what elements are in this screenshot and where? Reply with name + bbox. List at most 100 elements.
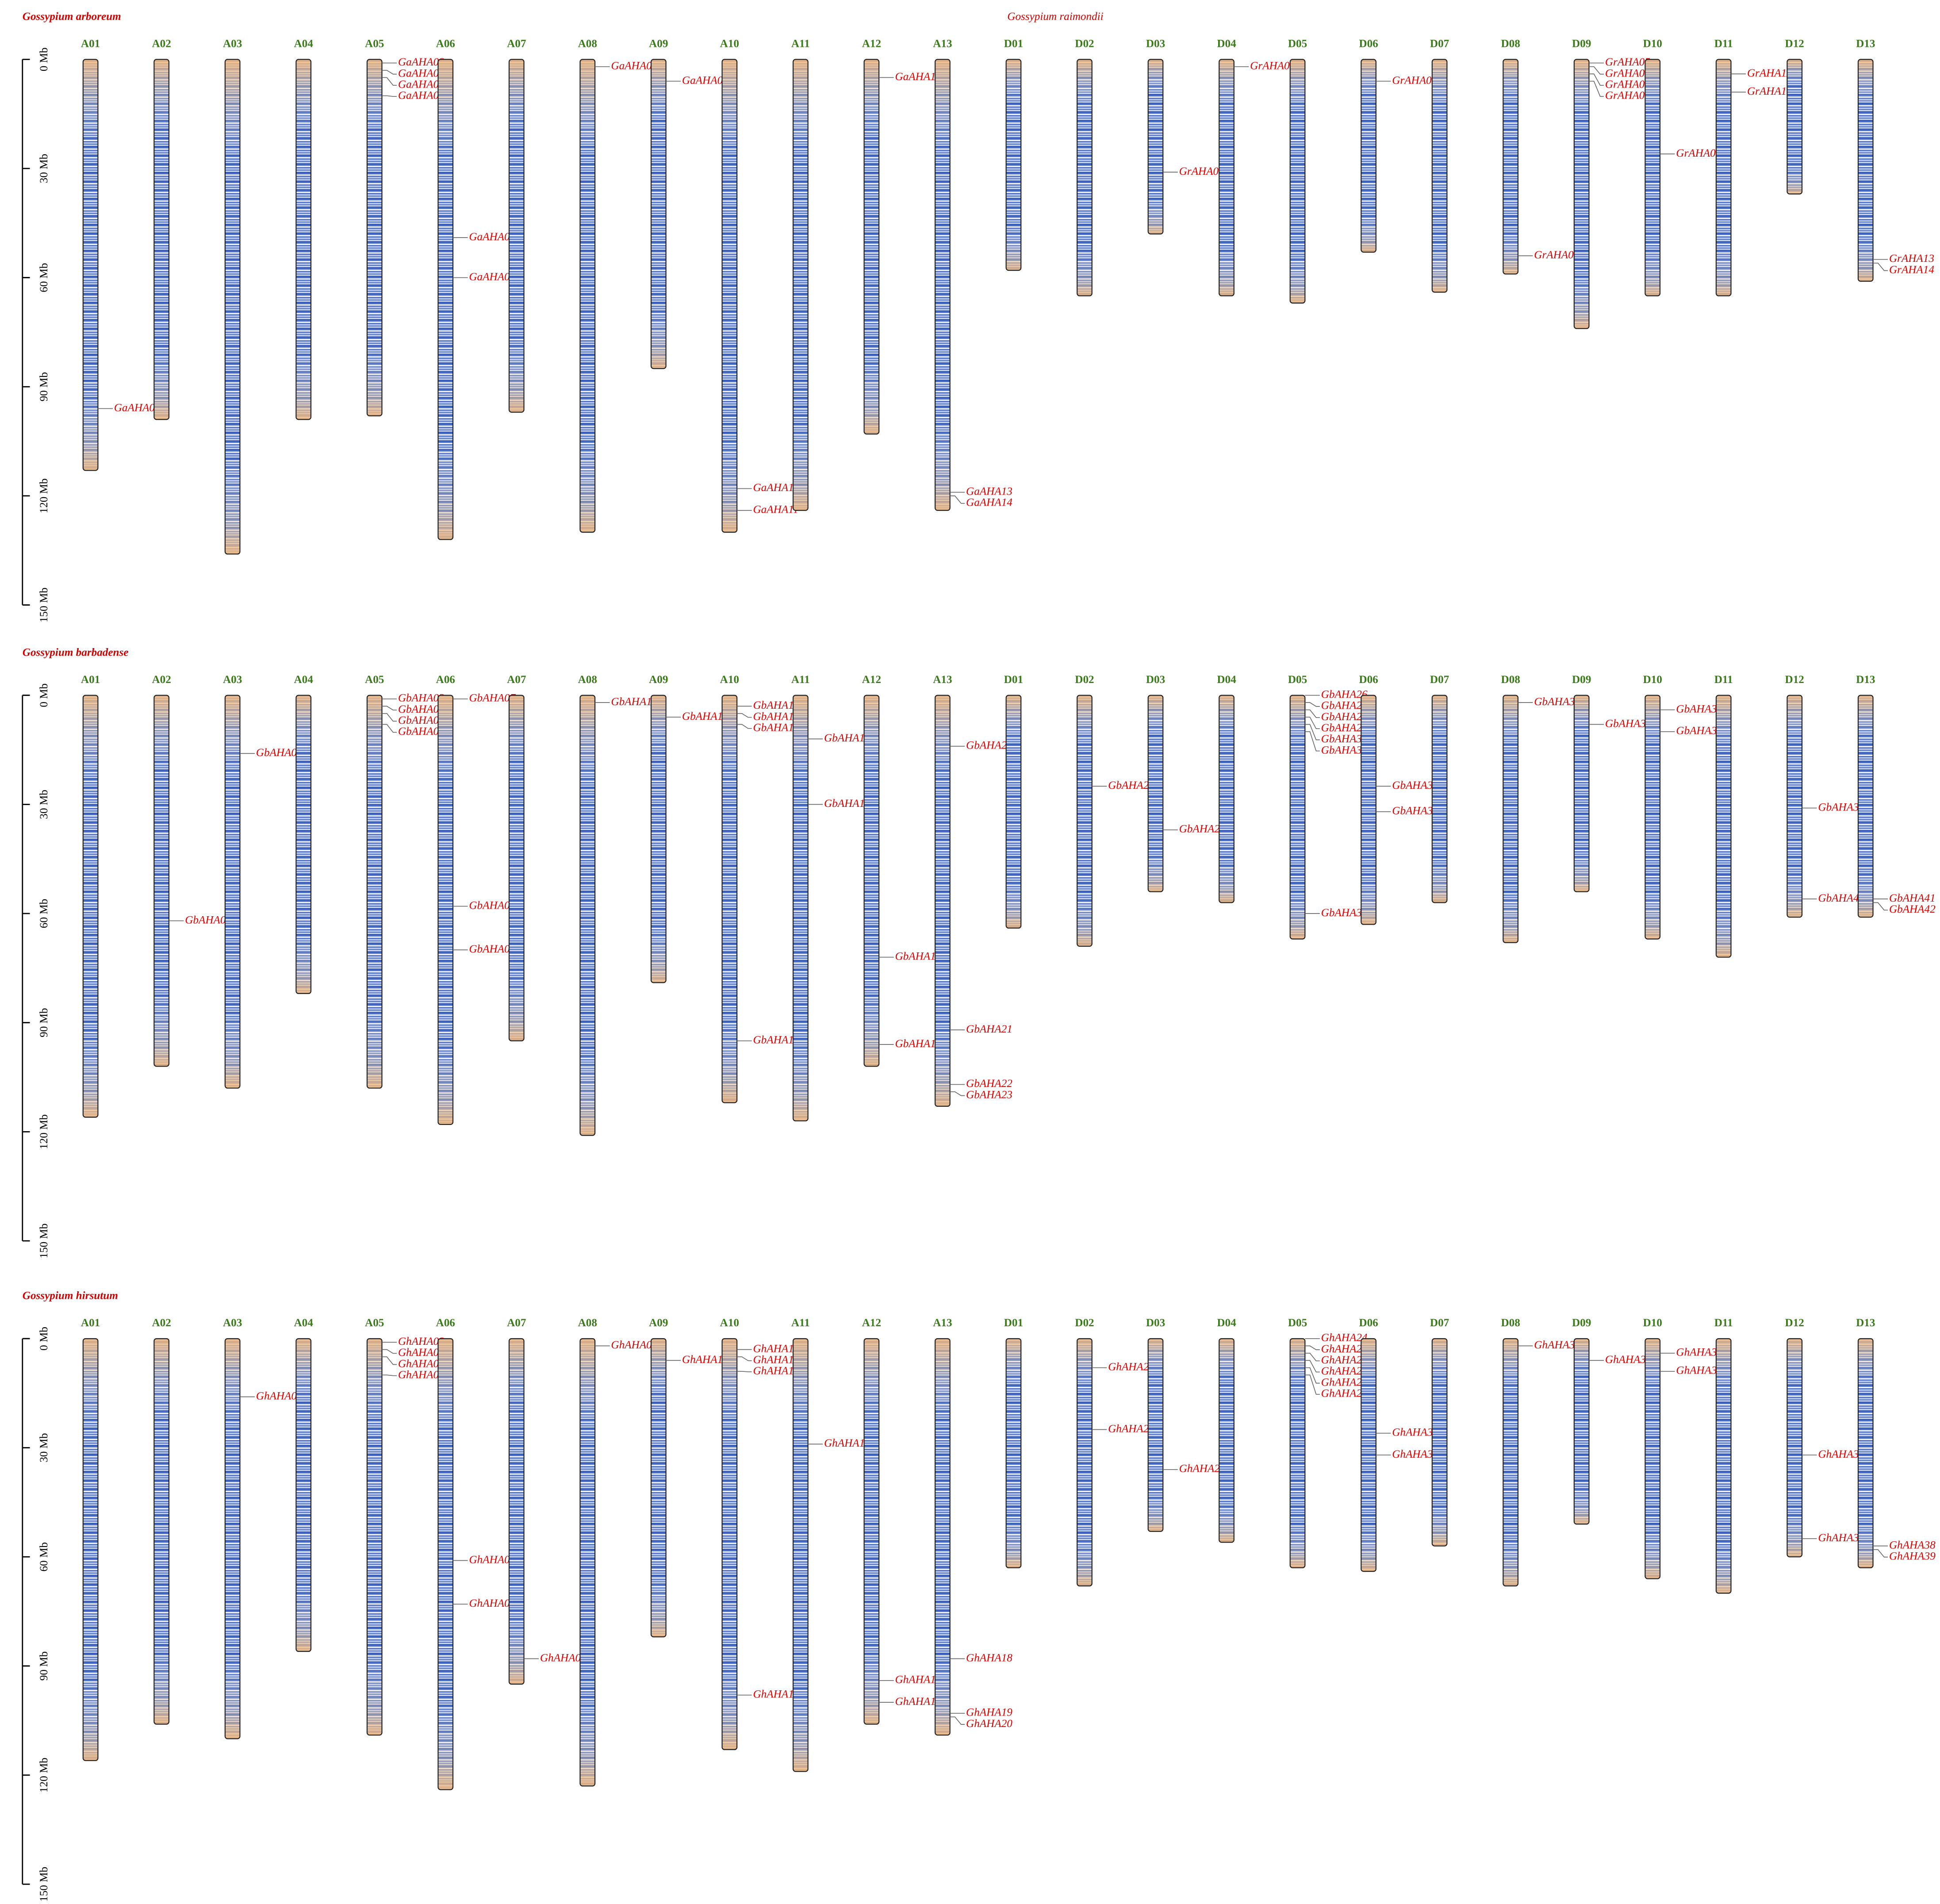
gene-connector [1305, 724, 1320, 741]
chromosome-shade [579, 1338, 596, 1787]
chromosome-name: A01 [81, 674, 100, 686]
chromosome-shade [1219, 59, 1235, 296]
chromosome-name: A09 [649, 38, 668, 50]
gene-label: GbAHA25 [1179, 823, 1226, 835]
gene-label: GhAHA33 [1605, 1354, 1652, 1366]
gene-label: GhAHA08 [540, 1652, 587, 1664]
chromosome-shade [82, 695, 99, 1118]
gene-connector [737, 724, 752, 729]
chromosome-shade [1219, 695, 1235, 903]
gene-label: GbAHA42 [1889, 903, 1936, 915]
chromosome-name: D01 [1004, 1317, 1023, 1329]
gene-label: GbAHA04 [398, 703, 445, 715]
chromosome-shade [579, 59, 596, 533]
chromosome-name: A11 [791, 38, 810, 50]
gene-label: GbAHA14 [753, 722, 799, 733]
chromosome-name: D03 [1146, 1317, 1165, 1329]
y-tick-label: 150 Mb [38, 1867, 50, 1902]
panel-title: Gossypium hirsutum [23, 1290, 118, 1302]
chromosome-name: D10 [1643, 1317, 1662, 1329]
gene-label: GhAHA32 [1534, 1339, 1580, 1351]
gene-label: GhAHA21 [1108, 1361, 1154, 1373]
chromosome-name: D07 [1430, 38, 1449, 50]
chromosome-name: A02 [152, 674, 171, 686]
gene-connector [1305, 717, 1320, 729]
gene-label: GbAHA34 [1392, 805, 1438, 817]
chromosome-shade [224, 1338, 241, 1739]
panel: Gossypium hirsutum 0 Mb 30 Mb 60 Mb 90 Mb 120… [22, 1290, 1936, 1902]
chromosome-shade [295, 1338, 312, 1652]
gene-connector [950, 1716, 965, 1725]
chromosome-name: D07 [1430, 674, 1449, 686]
chromosome-name: A12 [862, 1317, 881, 1329]
chromosome-shade [1503, 695, 1519, 943]
chromosome-name: D06 [1359, 1317, 1378, 1329]
gene-label: GhAHA24 [1321, 1332, 1368, 1344]
gene-connector [1305, 1360, 1320, 1373]
chromosome-shade [153, 1338, 170, 1725]
gene-label: GbAHA37 [1676, 703, 1723, 715]
chromosome-shade [863, 59, 880, 435]
gene-label: GhAHA13 [753, 1365, 799, 1377]
y-tick-label: 0 Mb [38, 1327, 50, 1351]
gene-label: GbAHA09 [469, 943, 515, 955]
y-tick-label: 120 Mb [38, 478, 50, 513]
gene-connector [382, 1356, 397, 1365]
gene-connector [1305, 702, 1320, 707]
y-tick-label: 120 Mb [38, 1758, 50, 1793]
chromosome-shade [1857, 695, 1874, 918]
panel: Gossypium barbadense 0 Mb 30 Mb 60 Mb 90 Mb 1… [22, 646, 1936, 1259]
gene-label: GbAHA21 [966, 1023, 1012, 1035]
chromosome-name: A13 [933, 1317, 952, 1329]
gene-label: GbAHA32 [1321, 907, 1368, 919]
chromosome-shade [721, 695, 738, 1103]
chromosome-name: D12 [1785, 674, 1804, 686]
chromosome-name: A03 [223, 1317, 242, 1329]
chromosome-shade [1219, 1338, 1235, 1543]
gene-label: GbAHA28 [1321, 711, 1368, 723]
gene-connector [1873, 262, 1888, 271]
gene-connector [382, 1349, 397, 1354]
chromosome-name: A08 [578, 38, 597, 50]
y-tick-label: 150 Mb [38, 1224, 50, 1259]
gene-connector [382, 713, 397, 722]
gene-label: GhAHA26 [1321, 1354, 1368, 1366]
gene-label: GbAHA05 [398, 714, 445, 726]
chromosome-name: D11 [1714, 38, 1733, 50]
chromosome-shade [1289, 1338, 1306, 1569]
chromosome-name: D04 [1217, 38, 1236, 50]
gene-label: GbAHA03 [398, 692, 445, 704]
y-tick-label: 150 Mb [38, 587, 50, 622]
chromosome-name: A13 [933, 674, 952, 686]
gene-label: GhAHA14 [753, 1688, 799, 1700]
gene-connector [1873, 1549, 1888, 1558]
chromosome-name: D12 [1785, 38, 1804, 50]
gene-label: GbAHA12 [753, 699, 799, 711]
gene-label: GbAHA39 [1818, 801, 1864, 813]
chromosome-shade [1645, 695, 1661, 940]
chromosome-shade [82, 59, 99, 471]
chromosome-name: A09 [649, 674, 668, 686]
chromosome-name: A03 [223, 674, 242, 686]
chromosome-shade [579, 695, 596, 1136]
chromosome-shade [792, 1338, 809, 1772]
chromosome-shade [508, 695, 525, 1041]
gene-label: GbAHA29 [1321, 722, 1368, 734]
y-tick-label: 30 Mb [38, 1433, 50, 1462]
gene-label: GrAHA02 [1250, 60, 1295, 72]
gene-label: GbAHA36 [1605, 718, 1652, 729]
chromosome-name: D08 [1501, 38, 1520, 50]
gene-label: GbAHA40 [1818, 892, 1864, 904]
chromosome-shade [650, 1338, 667, 1638]
chromosome-shade [721, 59, 738, 533]
gene-label: GhAHA01 [256, 1390, 303, 1402]
gene-connector [382, 724, 397, 733]
chromosome-name: D13 [1856, 38, 1875, 50]
chromosome-shade [1787, 1338, 1803, 1558]
gene-label: GbAHA38 [1676, 725, 1722, 737]
gene-label: GhAHA38 [1889, 1539, 1936, 1551]
chromosome-name: A09 [649, 1317, 668, 1329]
chromosome-name: A11 [791, 674, 810, 686]
chromosome-shade [1645, 1338, 1661, 1579]
chromosome-shade [508, 1338, 525, 1685]
